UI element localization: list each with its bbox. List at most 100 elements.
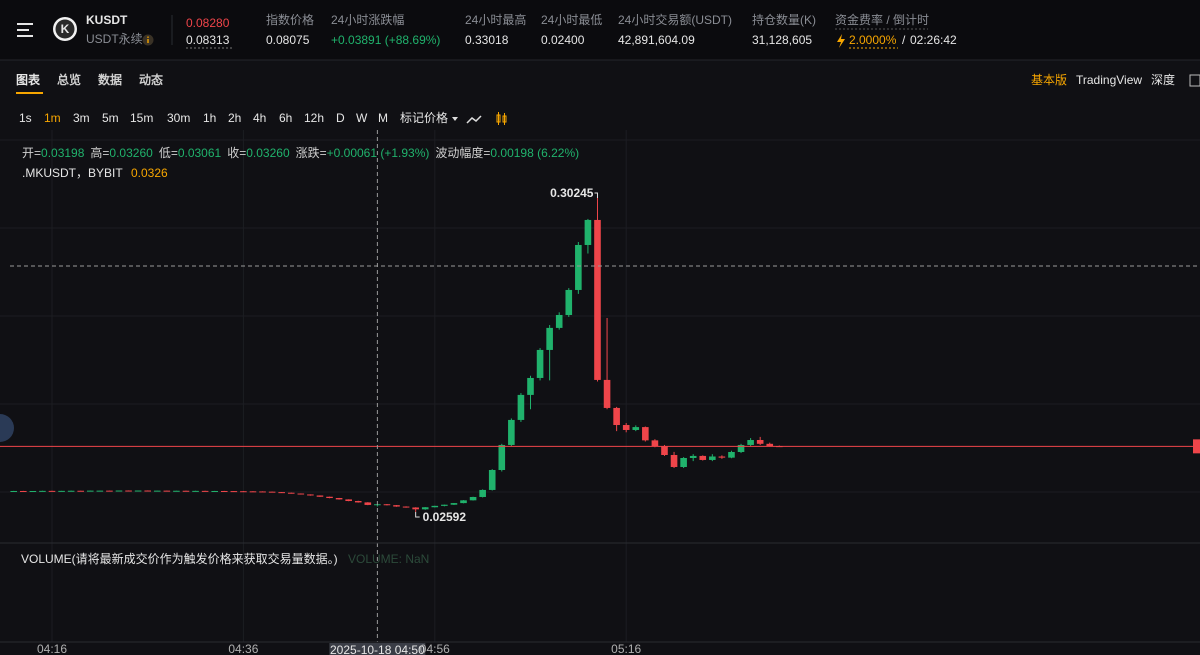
candle-body xyxy=(642,427,649,441)
candle-body xyxy=(508,419,515,445)
ohlc-legend: 开=0.03198 高=0.03260 低=0.03061 收=0.03260 涨跌=+… xyxy=(22,145,579,160)
side-widget[interactable] xyxy=(0,414,14,442)
candle-body xyxy=(19,490,27,492)
candle-body xyxy=(345,499,352,502)
funding-rate[interactable]: 2.0000% xyxy=(849,33,897,47)
interval[interactable]: 1h xyxy=(203,111,216,125)
candle-body xyxy=(756,440,764,444)
candle-body xyxy=(584,219,592,245)
candle-body xyxy=(182,490,190,492)
stat-value: 0.08075 xyxy=(266,33,310,47)
source-value: 0.0326 xyxy=(131,166,168,180)
stat-value: 31,128,605 xyxy=(752,33,812,47)
crosshair-time: 2025-10-18 04:50 xyxy=(330,643,425,655)
symbol[interactable]: KUSDT xyxy=(86,13,128,27)
candle-body xyxy=(632,427,640,430)
mark-price[interactable]: 0.08313 xyxy=(186,33,230,47)
candle-body xyxy=(163,490,171,492)
stat-label: 指数价格 xyxy=(266,12,314,27)
candle-body xyxy=(603,379,611,408)
stat-label: 24小时涨跌幅 xyxy=(331,12,404,27)
candle-body xyxy=(699,455,707,460)
legend-value: 0.03260 xyxy=(246,146,290,160)
interval[interactable]: W xyxy=(356,111,368,125)
candle-body xyxy=(307,494,314,496)
interval[interactable]: 5m xyxy=(102,111,119,125)
volume-value: VOLUME: NaN xyxy=(348,552,429,566)
header-bar xyxy=(0,0,1200,60)
price-type[interactable]: 标记价格 xyxy=(400,110,448,125)
legend-label: 低= xyxy=(159,146,178,160)
candle-body xyxy=(383,504,391,506)
interval[interactable]: 30m xyxy=(167,111,190,125)
candle-body xyxy=(201,490,209,492)
candle-body xyxy=(354,501,362,503)
candle-body xyxy=(441,504,448,506)
legend-label: 涨跌= xyxy=(296,145,327,160)
view-option[interactable]: TradingView xyxy=(1076,73,1142,87)
candle-body xyxy=(737,444,745,453)
candle-body xyxy=(709,456,716,460)
tab[interactable]: 动态 xyxy=(139,72,163,87)
candle-body xyxy=(297,493,305,495)
menu-icon[interactable] xyxy=(17,23,33,37)
candle-body xyxy=(39,490,46,492)
interval[interactable]: 1m xyxy=(44,111,61,125)
stat-label: 24小时最高 xyxy=(465,12,526,27)
interval[interactable]: D xyxy=(336,111,345,125)
line-chart-icon[interactable] xyxy=(466,115,482,124)
candle-body xyxy=(450,503,458,505)
settings-icon[interactable] xyxy=(1189,74,1200,87)
candle-icon[interactable] xyxy=(496,112,507,125)
tab[interactable]: 数据 xyxy=(98,72,122,87)
interval[interactable]: 4h xyxy=(253,111,266,125)
tab[interactable]: 图表 xyxy=(16,72,41,87)
logo-letter: K xyxy=(61,22,70,36)
legend-label: 波动幅度= xyxy=(435,145,490,160)
interval[interactable]: 6h xyxy=(279,111,292,125)
candle-body xyxy=(58,490,65,492)
candle-body xyxy=(29,490,37,492)
interval[interactable]: 15m xyxy=(130,111,153,125)
low-arrow xyxy=(415,511,420,518)
candle-body xyxy=(594,219,601,380)
view-option[interactable]: 基本版 xyxy=(1031,73,1067,87)
candle-body xyxy=(565,289,573,315)
legend-value: 0.03198 xyxy=(41,146,85,160)
candle-body xyxy=(661,446,668,456)
candle-body xyxy=(622,425,630,430)
interval[interactable]: 3m xyxy=(73,111,90,125)
candle-body xyxy=(460,500,467,504)
interval[interactable]: 1s xyxy=(19,111,32,125)
candle-body xyxy=(402,506,410,508)
high-marker: 0.30245 xyxy=(550,186,594,200)
source: .MKUSDT，BYBIT xyxy=(22,166,123,180)
candle-body xyxy=(259,491,266,493)
candle-body xyxy=(488,469,496,490)
interval[interactable]: M xyxy=(378,111,388,125)
info-icon[interactable] xyxy=(142,34,154,46)
candle-body xyxy=(278,492,285,494)
lightning-icon xyxy=(837,34,845,48)
candle-body xyxy=(316,495,324,497)
candle-body xyxy=(125,490,132,492)
legend-value: 0.03260 xyxy=(109,146,153,160)
candle-body xyxy=(153,490,161,492)
stat-label: 持仓数量(K) xyxy=(752,12,816,27)
tab[interactable]: 总览 xyxy=(57,72,81,87)
stat-label: 24小时交易额(USDT) xyxy=(618,12,732,27)
legend-label: 高= xyxy=(90,145,109,160)
dropdown-arrow[interactable] xyxy=(452,117,458,121)
candle-body xyxy=(144,490,151,492)
candle-body xyxy=(728,452,735,458)
view-option[interactable]: 深度 xyxy=(1151,72,1175,87)
candle-body xyxy=(86,490,94,492)
interval[interactable]: 12h xyxy=(304,111,324,125)
candle-body xyxy=(517,394,525,420)
candle-body xyxy=(536,349,544,378)
legend-label: 收= xyxy=(227,146,246,160)
x-tick-label: 05:16 xyxy=(611,642,641,655)
interval[interactable]: 2h xyxy=(228,111,241,125)
